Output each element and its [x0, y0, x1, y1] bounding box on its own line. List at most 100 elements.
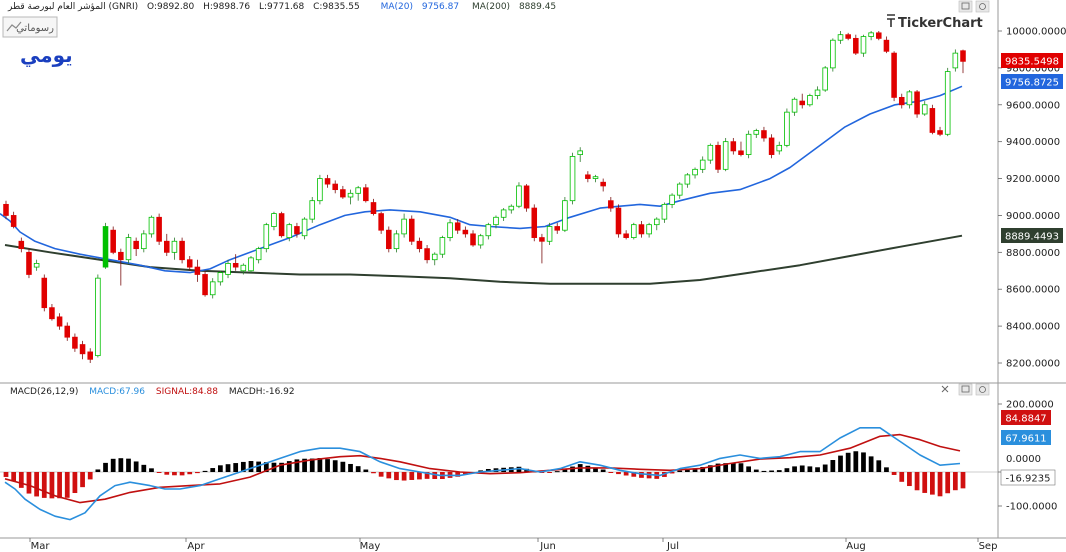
macd-histogram-bar	[899, 472, 905, 482]
candle-down	[386, 226, 392, 253]
macd-settings-button[interactable]	[975, 383, 990, 396]
macd-histogram-bar	[49, 472, 55, 499]
candle-body	[309, 200, 316, 220]
gear-icon	[979, 3, 986, 10]
macd-tick-label: -100.0000	[1006, 502, 1057, 513]
candle-body	[493, 216, 499, 226]
price-tick-label: 8200.0000	[1006, 359, 1060, 370]
macd-pane[interactable]	[0, 427, 998, 521]
symbol-name: المؤشر العام لبورصة قطر (GNRI)	[7, 2, 138, 12]
macd-histogram-bar	[853, 451, 859, 472]
candle-up	[141, 230, 147, 253]
candle-body	[79, 344, 86, 355]
candle-body	[141, 233, 147, 250]
candle-body	[332, 183, 338, 191]
candle-up	[431, 252, 438, 266]
candle-up	[516, 182, 522, 209]
candle-body	[447, 222, 453, 238]
macd-histogram-bar	[401, 472, 407, 481]
candle-up	[669, 193, 675, 209]
candle-down	[164, 233, 170, 257]
macd-tick-label: 200.0000	[1006, 400, 1054, 411]
macd-histogram-bar	[172, 472, 177, 476]
macd-histogram-bar	[317, 458, 323, 472]
macd-restore-button[interactable]	[958, 383, 973, 396]
macd-histogram-bar	[876, 460, 882, 472]
restore-button[interactable]	[958, 0, 973, 13]
candle-body	[807, 95, 813, 106]
macd-histogram-bar	[677, 470, 683, 472]
macd-close-button[interactable]	[941, 385, 949, 393]
macd-histogram-bar	[3, 472, 9, 477]
candle-body	[416, 240, 423, 250]
settings-button[interactable]	[975, 0, 990, 13]
macd-histogram-bar	[845, 452, 851, 472]
candle-body	[56, 316, 63, 327]
macd-histogram-bar	[746, 466, 752, 472]
candle-body	[500, 209, 507, 218]
candle-up	[837, 31, 844, 44]
macd-histogram-bar	[156, 472, 162, 473]
candle-body	[393, 233, 400, 250]
signal-tag-text: 84.8847	[1005, 414, 1046, 425]
candle-down	[585, 171, 591, 183]
candle-body	[240, 264, 247, 272]
candle-up	[699, 156, 706, 174]
candle-down	[324, 174, 331, 188]
candle-body	[868, 32, 874, 37]
candle-up	[485, 222, 492, 240]
macd-label: MACD(26,12,9)	[10, 387, 78, 397]
candle-down	[294, 222, 300, 238]
candle-down	[891, 51, 897, 102]
drawings-button[interactable]: رسوماتي	[2, 16, 58, 38]
ma20-line	[0, 85, 963, 274]
macd-histogram-bar	[715, 463, 721, 472]
price-axis[interactable]: 10000.0000 9800.0000 9600.0000 9400.0000 920…	[998, 27, 1066, 370]
candle-up	[102, 222, 109, 269]
candle-down	[539, 233, 545, 264]
candle-body	[10, 215, 17, 227]
candle-body	[370, 202, 377, 215]
gear-icon	[979, 386, 986, 393]
candle-body	[286, 224, 293, 238]
month-label: Jul	[666, 541, 679, 552]
candle-up	[745, 130, 752, 159]
candle-body	[248, 257, 254, 272]
price-pane[interactable]	[0, 31, 966, 363]
macd-histogram-bar	[103, 462, 108, 472]
candle-body	[255, 248, 262, 261]
time-axis[interactable]: Mar Apr May Jun Jul Aug Sep	[29, 538, 997, 552]
candle-body	[133, 240, 139, 250]
candle-body	[194, 266, 201, 275]
candle-down	[194, 259, 201, 282]
period-label: يومي	[20, 43, 73, 68]
candle-down	[133, 237, 139, 257]
candle-down	[26, 248, 32, 279]
macd-histogram-bar	[562, 469, 568, 472]
macd-histogram-bar	[64, 472, 70, 498]
candle-down	[883, 36, 890, 54]
month-label: May	[360, 541, 381, 552]
candle-body	[600, 181, 606, 187]
candle-body	[661, 203, 668, 220]
candle-body	[539, 237, 545, 242]
candle-up	[477, 233, 484, 249]
candle-body	[363, 187, 369, 202]
macd-histogram-bar	[631, 472, 637, 477]
candle-up	[317, 174, 323, 205]
macd-histogram-bar	[432, 472, 438, 479]
candle-down	[18, 237, 25, 253]
candle-down	[179, 237, 185, 264]
candle-down	[853, 34, 859, 55]
candle-down	[638, 220, 645, 238]
candle-body	[960, 50, 966, 62]
candle-body	[148, 216, 155, 235]
candle-body	[876, 32, 882, 39]
candle-down	[845, 32, 851, 41]
candle-body	[692, 168, 698, 176]
macd-histogram-bar	[539, 472, 545, 473]
candle-up	[309, 197, 316, 223]
candle-down	[41, 274, 48, 312]
candle-body	[631, 224, 637, 238]
